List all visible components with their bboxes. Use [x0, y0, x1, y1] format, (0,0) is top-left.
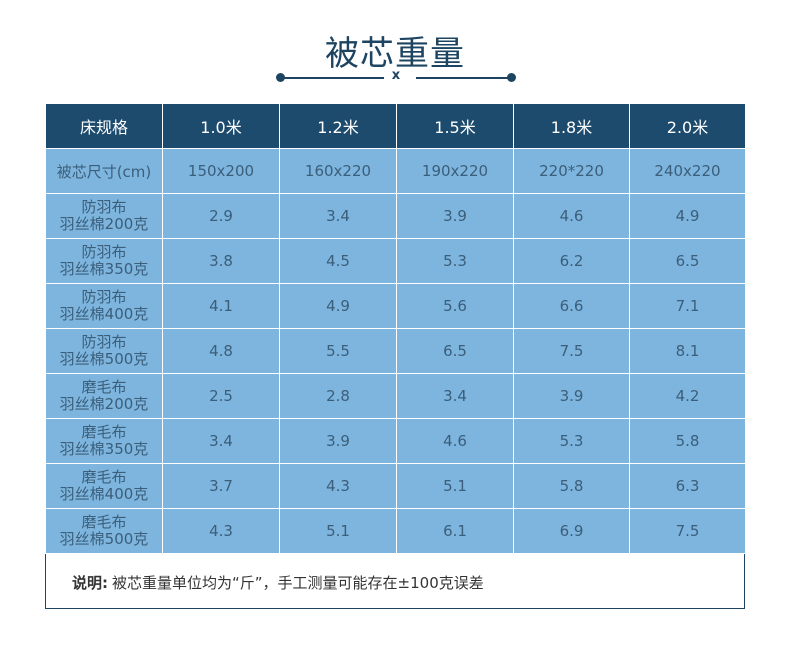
weight-cell: 5.1 [279, 508, 397, 554]
size-cell: 240x220 [629, 148, 746, 194]
weight-cell: 7.5 [629, 508, 746, 554]
row-label-filling: 羽丝棉350克 [59, 260, 149, 278]
weight-cell: 4.3 [162, 508, 280, 554]
weight-cell: 2.5 [162, 373, 280, 419]
header-cell: 1.8米 [513, 103, 630, 149]
weight-cell: 8.1 [629, 328, 746, 374]
row-label-fabric: 防羽布 [81, 243, 127, 261]
size-cell: 190x220 [396, 148, 514, 194]
weight-cell: 4.8 [162, 328, 280, 374]
row-label: 防羽布 羽丝棉350克 [45, 238, 163, 284]
row-label: 防羽布 羽丝棉400克 [45, 283, 163, 329]
size-cell: 220*220 [513, 148, 630, 194]
weight-cell: 4.6 [396, 418, 514, 464]
row-label-filling: 羽丝棉400克 [59, 485, 149, 503]
table-row: 磨毛布 羽丝棉350克 3.4 3.9 4.6 5.3 5.8 [45, 418, 746, 464]
weight-cell: 7.1 [629, 283, 746, 329]
header-cell: 2.0米 [629, 103, 746, 149]
size-row: 被芯尺寸(cm) 150x200 160x220 190x220 220*220… [45, 148, 746, 194]
divider-dot-right [507, 73, 516, 82]
weight-cell: 7.5 [513, 328, 630, 374]
divider-line-left [280, 77, 384, 79]
weight-cell: 3.8 [162, 238, 280, 284]
header-cell: 1.0米 [162, 103, 280, 149]
weight-cell: 3.4 [396, 373, 514, 419]
row-label-fabric: 磨毛布 [81, 378, 127, 396]
weight-cell: 4.1 [162, 283, 280, 329]
weight-cell: 3.9 [513, 373, 630, 419]
weight-cell: 2.9 [162, 193, 280, 239]
weight-cell: 4.2 [629, 373, 746, 419]
weight-cell: 4.9 [629, 193, 746, 239]
weight-cell: 3.4 [162, 418, 280, 464]
title-divider: x [276, 68, 516, 86]
weight-cell: 3.9 [396, 193, 514, 239]
weight-cell: 5.1 [396, 463, 514, 509]
table-row: 磨毛布 羽丝棉400克 3.7 4.3 5.1 5.8 6.3 [45, 463, 746, 509]
weight-cell: 5.5 [279, 328, 397, 374]
row-label: 磨毛布 羽丝棉400克 [45, 463, 163, 509]
row-label-fabric: 磨毛布 [81, 423, 127, 441]
row-label-filling: 羽丝棉500克 [59, 350, 149, 368]
row-label: 磨毛布 羽丝棉350克 [45, 418, 163, 464]
page-title: 被芯重量 [325, 34, 465, 74]
row-label-filling: 羽丝棉200克 [59, 395, 149, 413]
size-row-label: 被芯尺寸(cm) [45, 148, 163, 194]
weight-cell: 6.5 [629, 238, 746, 284]
row-label-fabric: 防羽布 [81, 198, 127, 216]
weight-cell: 4.3 [279, 463, 397, 509]
note-label: 说明: [72, 574, 108, 592]
weight-cell: 6.1 [396, 508, 514, 554]
row-label: 磨毛布 羽丝棉200克 [45, 373, 163, 419]
row-label-filling: 羽丝棉350克 [59, 440, 149, 458]
table-row: 防羽布 羽丝棉400克 4.1 4.9 5.6 6.6 7.1 [45, 283, 746, 329]
weight-cell: 3.4 [279, 193, 397, 239]
weight-cell: 4.9 [279, 283, 397, 329]
row-label-filling: 羽丝棉400克 [59, 305, 149, 323]
weight-cell: 6.2 [513, 238, 630, 284]
row-label-fabric: 防羽布 [81, 288, 127, 306]
size-cell: 150x200 [162, 148, 280, 194]
weight-cell: 5.3 [513, 418, 630, 464]
row-label-fabric: 磨毛布 [81, 513, 127, 531]
row-label: 磨毛布 羽丝棉500克 [45, 508, 163, 554]
table-row: 防羽布 羽丝棉500克 4.8 5.5 6.5 7.5 8.1 [45, 328, 746, 374]
table-row: 防羽布 羽丝棉350克 3.8 4.5 5.3 6.2 6.5 [45, 238, 746, 284]
table-header-row: 床规格 1.0米 1.2米 1.5米 1.8米 2.0米 [45, 103, 746, 149]
row-label: 防羽布 羽丝棉500克 [45, 328, 163, 374]
weight-table-panel: 床规格 1.0米 1.2米 1.5米 1.8米 2.0米 被芯尺寸(cm) 15… [45, 103, 746, 609]
weight-cell: 5.6 [396, 283, 514, 329]
divider-mark: x [391, 68, 401, 83]
weight-cell: 4.5 [279, 238, 397, 284]
header-cell: 1.5米 [396, 103, 514, 149]
weight-cell: 5.8 [513, 463, 630, 509]
weight-cell: 6.5 [396, 328, 514, 374]
table-row: 磨毛布 羽丝棉500克 4.3 5.1 6.1 6.9 7.5 [45, 508, 746, 554]
row-label-fabric: 防羽布 [81, 333, 127, 351]
table-row: 防羽布 羽丝棉200克 2.9 3.4 3.9 4.6 4.9 [45, 193, 746, 239]
row-label-filling: 羽丝棉200克 [59, 215, 149, 233]
row-label: 防羽布 羽丝棉200克 [45, 193, 163, 239]
weight-cell: 5.8 [629, 418, 746, 464]
weight-cell: 6.9 [513, 508, 630, 554]
weight-cell: 4.6 [513, 193, 630, 239]
size-cell: 160x220 [279, 148, 397, 194]
header-cell: 1.2米 [279, 103, 397, 149]
weight-cell: 6.6 [513, 283, 630, 329]
weight-cell: 2.8 [279, 373, 397, 419]
note-text: 被芯重量单位均为“斤”，手工测量可能存在±100克误差 [112, 574, 484, 592]
header-cell: 床规格 [45, 103, 163, 149]
row-label-fabric: 磨毛布 [81, 468, 127, 486]
weight-cell: 3.7 [162, 463, 280, 509]
weight-cell: 6.3 [629, 463, 746, 509]
weight-table: 床规格 1.0米 1.2米 1.5米 1.8米 2.0米 被芯尺寸(cm) 15… [45, 103, 746, 554]
table-row: 磨毛布 羽丝棉200克 2.5 2.8 3.4 3.9 4.2 [45, 373, 746, 419]
row-label-filling: 羽丝棉500克 [59, 530, 149, 548]
weight-cell: 5.3 [396, 238, 514, 284]
weight-cell: 3.9 [279, 418, 397, 464]
divider-line-right [416, 77, 512, 79]
note: 说明: 被芯重量单位均为“斤”，手工测量可能存在±100克误差 [72, 572, 484, 593]
